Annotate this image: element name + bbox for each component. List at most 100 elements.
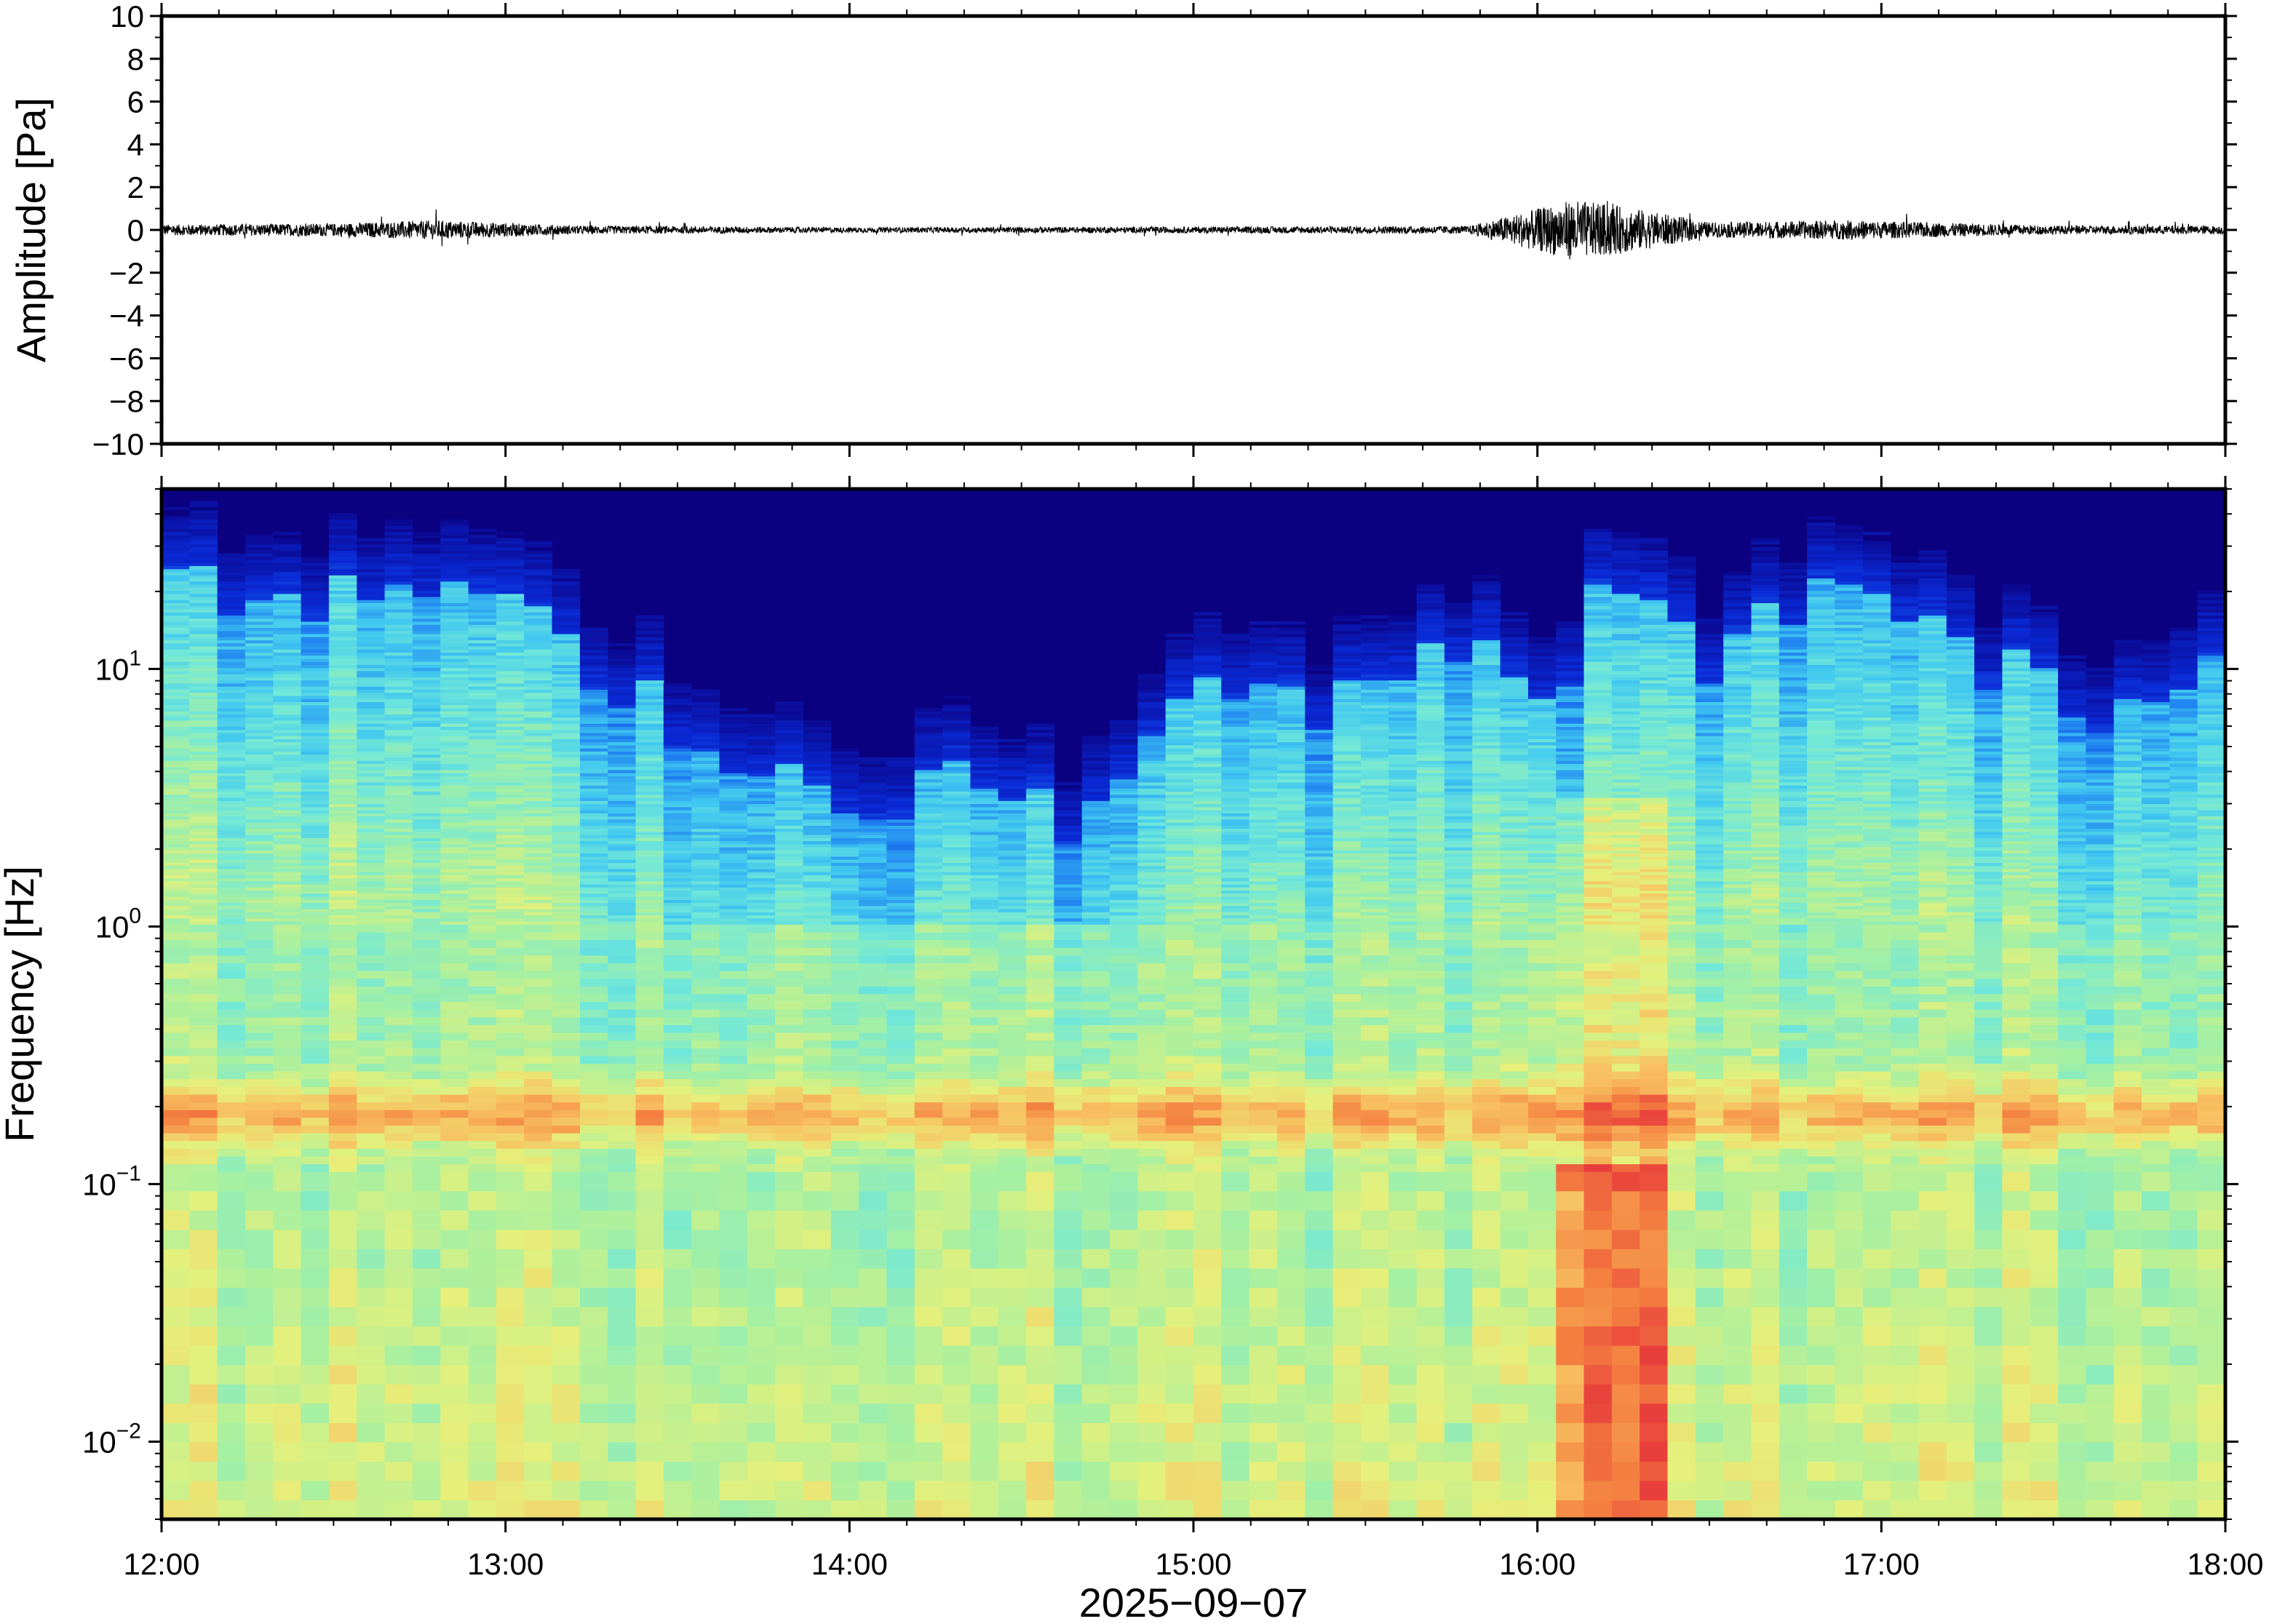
spectrogram-cell: [830, 915, 859, 919]
spectrogram-cell: [162, 850, 190, 854]
spectrogram-cell: [663, 835, 692, 838]
spectrogram-cell: [357, 575, 386, 578]
spectrogram-cell: [914, 825, 943, 829]
spectrogram-cell: [328, 538, 357, 542]
spectrogram-cell: [357, 785, 386, 789]
spectrogram-cell: [189, 1140, 218, 1149]
spectrogram-cell: [719, 924, 748, 933]
spectrogram-cell: [245, 986, 274, 995]
spectrogram-cell: [1081, 902, 1110, 907]
spectrogram-cell: [273, 624, 302, 628]
spectrogram-cell: [357, 1210, 386, 1230]
spectrogram-cell: [357, 658, 386, 662]
spectrogram-cell: [635, 1364, 664, 1385]
spectrogram-cell: [608, 868, 637, 872]
spectrogram-cell: [440, 1125, 469, 1134]
spectrogram-cell: [1054, 1267, 1083, 1288]
spectrogram-cell: [775, 1117, 803, 1126]
spectrogram-cell: [747, 1048, 776, 1056]
spectrogram-cell: [496, 556, 525, 560]
spectrogram-cell: [663, 893, 692, 897]
spectrogram-cell: [1026, 1480, 1054, 1500]
spectrogram-cell: [830, 1171, 859, 1192]
spectrogram-cell: [914, 877, 943, 882]
spectrogram-cell: [552, 868, 581, 872]
spectrogram-cell: [328, 921, 357, 925]
spectrogram-cell: [1026, 797, 1054, 801]
spectrogram-cell: [1026, 902, 1054, 907]
spectrogram-cell: [608, 884, 637, 888]
spectrogram-cell: [552, 723, 581, 727]
spectrogram-cell: [747, 1422, 776, 1443]
spectrogram-cell: [886, 884, 915, 888]
spectrogram-cell: [552, 843, 581, 848]
spectrogram-cell: [468, 714, 497, 718]
spectrogram-cell: [524, 560, 553, 563]
spectrogram-cell: [970, 1063, 999, 1072]
spectrogram-cell: [468, 859, 497, 863]
spectrogram-cell: [301, 905, 330, 909]
spectrogram-cell: [552, 612, 581, 616]
spectrogram-cell: [524, 840, 553, 845]
spectrogram-cell: [524, 880, 553, 885]
spectrogram-cell: [635, 880, 664, 885]
spectrogram-cell: [440, 652, 469, 656]
spectrogram-cell: [747, 828, 776, 832]
spectrogram-cell: [384, 880, 413, 885]
spectrogram-cell: [412, 880, 441, 885]
spectrogram-cell: [273, 763, 302, 768]
spectrogram-cell: [608, 902, 637, 907]
spectrogram-cell: [273, 723, 302, 727]
spectrogram-cell: [496, 1032, 525, 1041]
spectrogram-cell: [384, 649, 413, 653]
spectrogram-cell: [803, 1422, 832, 1443]
spectrogram-cell: [357, 1403, 386, 1423]
spectrogram-cell: [579, 655, 608, 659]
spectrogram-cell: [245, 1364, 274, 1385]
spectrogram-cell: [328, 837, 357, 842]
spectrogram-cell: [524, 726, 553, 731]
spectrogram-cell: [998, 1326, 1027, 1346]
spectrogram-cell: [384, 584, 413, 588]
spectrogram-cell: [942, 1110, 971, 1118]
spectrogram-cell: [301, 856, 330, 860]
spectrogram-cell: [412, 931, 441, 941]
spectrogram-cell: [1081, 1229, 1110, 1249]
spectrogram-cell: [328, 1086, 357, 1095]
spectrogram-cell: [162, 670, 190, 674]
spectrogram-cell: [552, 1229, 581, 1249]
spectrogram-cell: [384, 1384, 413, 1404]
spectrogram-cell: [273, 1190, 302, 1211]
spectrogram-cell: [245, 572, 274, 576]
spectrogram-cell: [189, 1048, 218, 1056]
spectrogram-cell: [608, 939, 637, 948]
spectrogram-cell: [775, 1163, 803, 1172]
spectrogram-cell: [608, 732, 637, 736]
spectrogram-cell: [412, 859, 441, 863]
spectrogram-cell: [162, 856, 190, 860]
spectrogram-cell: [552, 649, 581, 653]
spectrogram-cell: [552, 1155, 581, 1165]
spectrogram-cell: [245, 822, 274, 826]
spectrogram-cell: [384, 686, 413, 690]
spectrogram-cell: [189, 741, 218, 746]
spectrogram-cell: [1081, 1094, 1110, 1103]
spectrogram-cell: [942, 850, 971, 854]
spectrogram-cell: [970, 843, 999, 848]
spectrogram-cell: [384, 732, 413, 736]
spectrogram-cell: [775, 736, 803, 739]
spectrogram-cell: [301, 1287, 330, 1307]
spectrogram-cell: [328, 924, 357, 933]
spectrogram-cell: [468, 856, 497, 860]
spectrogram-cell: [859, 853, 887, 857]
spectrogram-cell: [162, 649, 190, 653]
spectrogram-cell: [440, 1384, 469, 1404]
spectrogram-cell: [663, 890, 692, 894]
spectrogram-cell: [496, 865, 525, 869]
spectrogram-cell: [830, 1461, 859, 1481]
spectrogram-cell: [273, 642, 302, 647]
spectrogram-cell: [524, 890, 553, 894]
spectrogram-cell: [217, 1190, 246, 1211]
spectrogram-cell: [217, 877, 246, 882]
spectrogram-cell: [1026, 741, 1054, 746]
